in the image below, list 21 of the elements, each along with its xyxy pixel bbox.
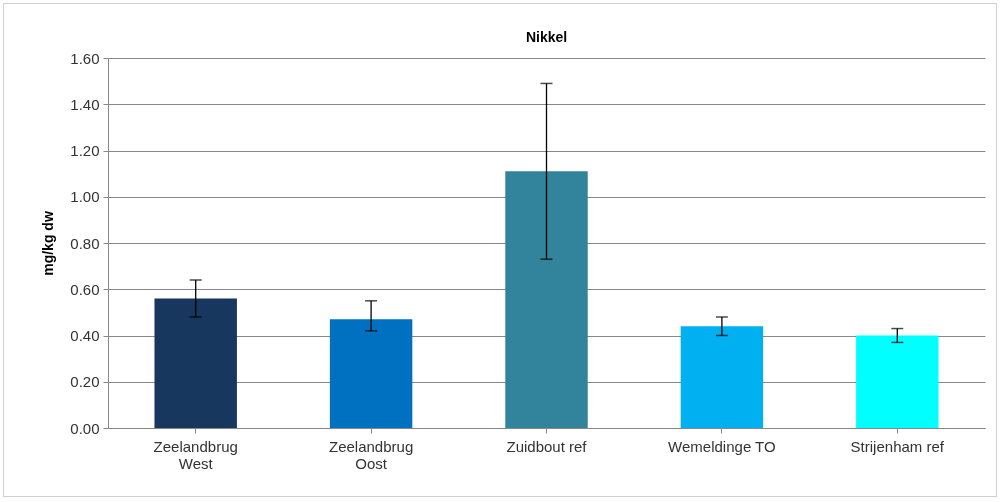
- y-tick-label: 1.60: [70, 49, 100, 67]
- y-axis-title: mg/kg dw: [40, 211, 57, 276]
- y-tick-label: 1.40: [70, 95, 100, 113]
- x-tick-label: Zuidbout ref: [506, 437, 588, 455]
- x-tick-label: Strijenham ref: [850, 437, 945, 455]
- bar: [154, 298, 237, 428]
- y-tick-label: 0.00: [70, 419, 100, 437]
- y-tick-label: 0.40: [70, 327, 100, 344]
- y-tick-label: 0.60: [70, 280, 100, 298]
- bar: [329, 319, 413, 428]
- x-tick-label: Zeelandbrug West: [153, 437, 238, 472]
- x-tick-label: Zeelandbrug Oost: [328, 437, 414, 472]
- y-tick-label: 0.80: [70, 234, 100, 252]
- bar: [505, 171, 588, 428]
- x-tick-label: Wemeldinge TO: [668, 437, 776, 455]
- y-tick-label: 1.00: [70, 188, 100, 206]
- bar: [680, 326, 764, 428]
- bar: [856, 335, 939, 428]
- y-tick-label: 1.20: [70, 142, 100, 159]
- y-tick-label: 0.20: [70, 373, 100, 391]
- chart-title: Nikkel: [525, 29, 568, 45]
